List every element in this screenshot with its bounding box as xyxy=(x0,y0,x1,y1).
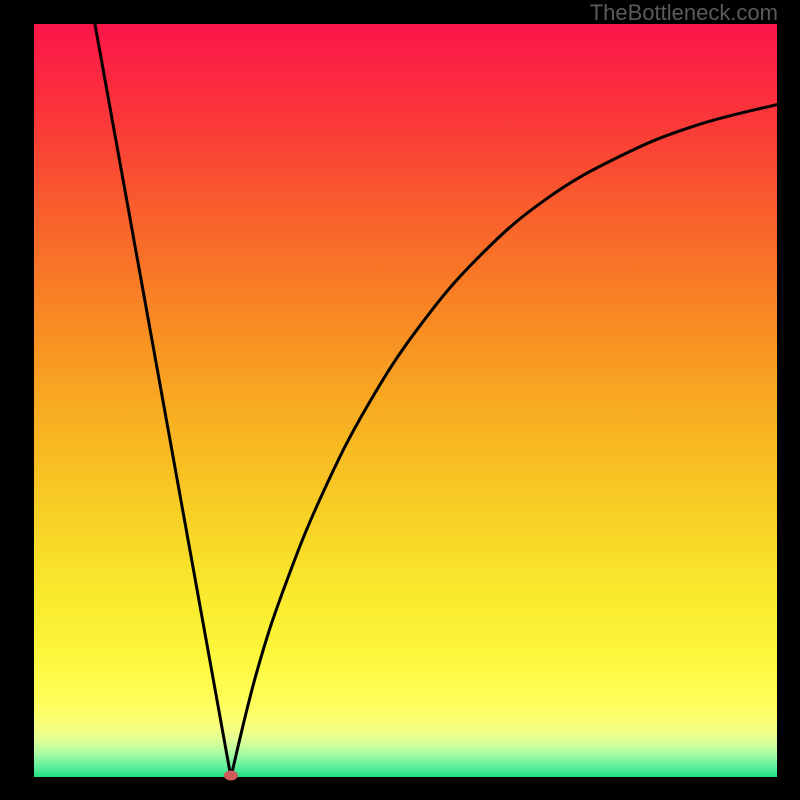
chart-frame: TheBottleneck.com xyxy=(0,0,800,800)
bottleneck-chart xyxy=(0,0,800,800)
watermark-text: TheBottleneck.com xyxy=(590,0,778,26)
min-marker xyxy=(224,770,238,780)
